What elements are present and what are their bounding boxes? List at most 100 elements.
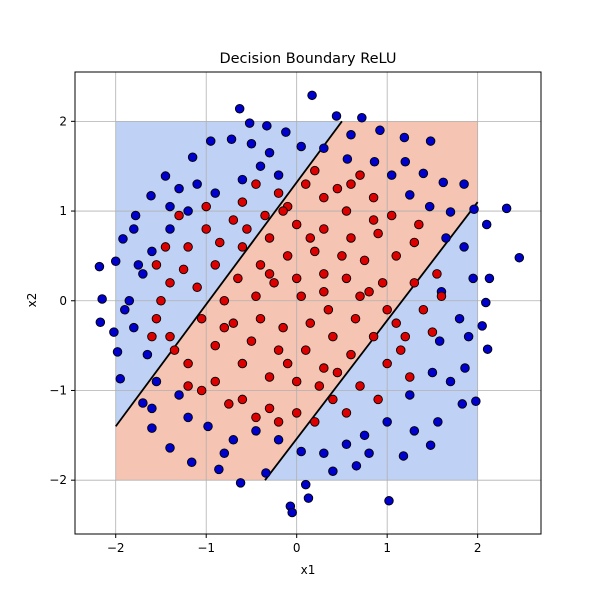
- data-point-class-0: [459, 242, 469, 252]
- data-point-class-1: [178, 264, 189, 275]
- data-point-class-1: [183, 381, 193, 391]
- data-point-class-1: [427, 327, 438, 337]
- data-point-class-0: [398, 451, 409, 461]
- data-point-class-0: [409, 426, 420, 436]
- data-point-class-1: [332, 367, 343, 378]
- data-point-class-0: [319, 143, 329, 154]
- data-point-class-1: [310, 417, 320, 427]
- data-point-class-0: [346, 130, 356, 140]
- data-point-class-1: [264, 269, 275, 279]
- data-point-class-0: [454, 313, 465, 324]
- data-point-class-0: [226, 134, 237, 145]
- data-point-class-0: [130, 210, 141, 221]
- data-point-class-1: [183, 242, 193, 252]
- data-point-class-0: [384, 496, 394, 506]
- x-tick-label: 0: [293, 541, 301, 555]
- data-point-class-1: [196, 313, 207, 324]
- y-tick-label: −1: [49, 383, 67, 397]
- data-point-class-0: [364, 448, 374, 459]
- x-tick-label: 1: [383, 541, 391, 555]
- data-point-class-0: [438, 177, 449, 188]
- data-point-class-0: [165, 443, 175, 453]
- data-point-class-1: [305, 318, 316, 328]
- data-point-class-0: [382, 417, 392, 427]
- data-point-class-0: [459, 179, 469, 189]
- data-point-class-1: [237, 358, 248, 369]
- data-point-class-1: [395, 345, 406, 355]
- data-point-class-1: [296, 291, 306, 302]
- data-point-class-1: [310, 165, 320, 176]
- data-point-class-1: [237, 242, 248, 252]
- data-point-class-0: [281, 127, 291, 137]
- chart-title: Decision Boundary ReLU: [219, 51, 396, 67]
- data-point-class-0: [129, 322, 139, 333]
- data-point-class-0: [400, 156, 411, 167]
- data-point-class-1: [368, 331, 379, 342]
- data-point-class-1: [151, 260, 162, 270]
- data-point-class-1: [310, 246, 320, 257]
- data-point-class-1: [192, 282, 202, 293]
- data-point-class-1: [237, 394, 248, 405]
- data-point-class-1: [319, 287, 329, 297]
- data-point-class-1: [224, 399, 234, 409]
- data-point-class-1: [314, 381, 325, 391]
- data-point-class-0: [477, 321, 487, 331]
- data-point-class-0: [264, 147, 275, 158]
- data-point-class-0: [133, 260, 144, 270]
- data-point-class-0: [357, 113, 367, 123]
- data-point-class-1: [278, 206, 288, 216]
- data-point-class-1: [341, 408, 352, 418]
- data-point-class-1: [346, 179, 356, 189]
- data-point-class-1: [228, 215, 239, 225]
- data-point-class-1: [201, 224, 211, 234]
- data-point-class-0: [434, 336, 445, 346]
- data-point-class-1: [323, 304, 334, 315]
- data-point-class-1: [210, 260, 221, 270]
- data-point-class-0: [261, 468, 271, 478]
- data-point-class-0: [244, 118, 255, 128]
- data-point-class-1: [391, 318, 401, 328]
- data-point-class-1: [359, 255, 370, 266]
- data-point-class-1: [278, 322, 288, 333]
- data-point-class-0: [331, 111, 342, 121]
- data-point-class-0: [94, 261, 105, 272]
- data-point-class-1: [291, 219, 302, 230]
- data-point-class-0: [186, 457, 197, 467]
- data-point-class-1: [328, 394, 338, 405]
- data-point-class-0: [174, 183, 184, 194]
- data-point-class-1: [255, 313, 266, 324]
- data-point-class-1: [269, 278, 279, 288]
- data-point-class-0: [251, 426, 261, 436]
- data-point-class-0: [307, 90, 317, 101]
- data-point-class-1: [332, 183, 343, 194]
- data-point-class-1: [165, 278, 175, 288]
- data-point-class-1: [151, 313, 162, 324]
- data-point-class-1: [382, 358, 392, 369]
- y-tick-label: 0: [59, 294, 67, 308]
- data-point-class-1: [291, 408, 302, 418]
- data-point-class-1: [210, 376, 221, 387]
- data-point-class-1: [242, 224, 252, 234]
- data-point-class-1: [201, 201, 211, 212]
- data-point-class-1: [251, 412, 261, 423]
- data-point-class-0: [341, 439, 352, 450]
- data-point-class-0: [457, 399, 468, 409]
- data-point-class-1: [215, 237, 225, 248]
- data-point-class-0: [445, 376, 456, 387]
- data-point-class-1: [273, 417, 284, 427]
- data-point-class-1: [174, 210, 184, 221]
- x-tick-label: 2: [474, 541, 482, 555]
- data-point-class-0: [319, 448, 329, 459]
- data-point-class-0: [112, 347, 123, 357]
- data-point-class-0: [160, 171, 171, 181]
- data-point-class-1: [436, 291, 447, 302]
- data-point-class-1: [169, 345, 180, 355]
- data-point-class-1: [391, 251, 401, 261]
- data-point-class-0: [425, 440, 436, 450]
- y-tick-label: 1: [59, 204, 67, 218]
- data-point-class-1: [264, 403, 275, 414]
- data-point-class-0: [514, 252, 525, 263]
- data-point-class-0: [120, 304, 130, 315]
- data-point-class-0: [205, 136, 216, 146]
- data-point-class-0: [351, 461, 362, 471]
